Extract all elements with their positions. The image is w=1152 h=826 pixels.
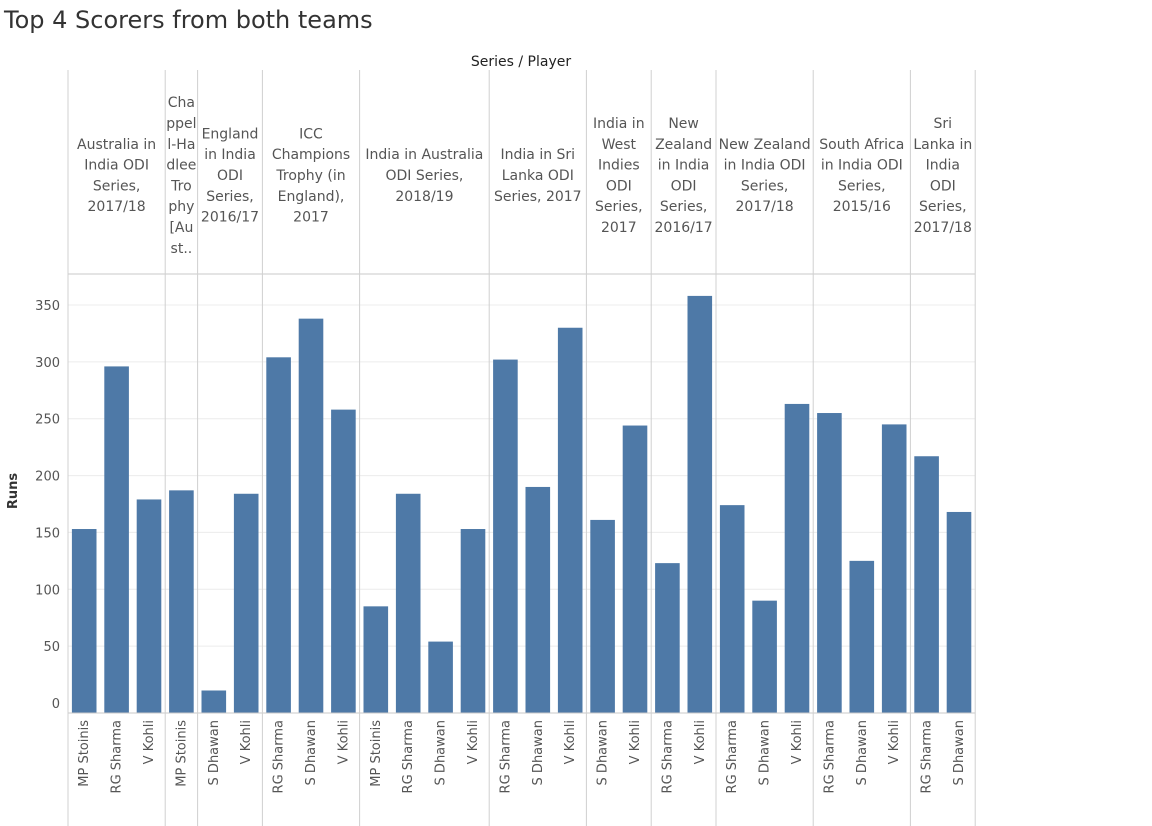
gridlines: [68, 304, 975, 647]
x-tick-label: RG Sharma: [110, 720, 125, 793]
bar[interactable]: [395, 493, 421, 713]
series-headers: Australia in India ODI Series, 2017/18 Cha pp…: [77, 95, 972, 257]
y-axis-label: Runs: [6, 473, 21, 510]
x-tick-label: MP Stoinis: [77, 720, 92, 787]
x-tick-label: V Kohli: [239, 720, 254, 764]
x-tick-label: MP Stoinis: [369, 720, 384, 787]
bar[interactable]: [946, 511, 972, 713]
bar[interactable]: [201, 690, 227, 713]
chart-title: Top 4 Scorers from both teams: [4, 6, 373, 34]
x-tick-label: V Kohli: [336, 720, 351, 764]
bar[interactable]: [104, 366, 129, 713]
bar[interactable]: [719, 505, 745, 713]
x-tick-label: RG Sharma: [272, 720, 287, 793]
y-tick-label: 350: [35, 299, 60, 314]
bar[interactable]: [428, 641, 453, 713]
bars: [71, 295, 972, 713]
bar[interactable]: [136, 499, 162, 713]
x-tick-label: S Dhawan: [531, 720, 546, 785]
x-tick-label: S Dhawan: [596, 720, 611, 785]
bar[interactable]: [590, 519, 615, 713]
bar[interactable]: [817, 413, 842, 713]
x-tick-label: S Dhawan: [952, 720, 967, 785]
x-tick-label: V Kohli: [466, 720, 481, 764]
series-header: Sri Lanka in India ODI Series, 2017/18: [913, 116, 972, 236]
x-tick-label: V Kohli: [142, 720, 157, 764]
series-header: Cha ppel l-Ha dlee Tro phy [Au st..: [166, 95, 196, 257]
bar[interactable]: [557, 327, 583, 713]
bar[interactable]: [655, 563, 680, 713]
bar[interactable]: [784, 403, 810, 713]
x-tick-label: MP Stoinis: [174, 720, 189, 787]
series-header: ICC Champions Trophy (in England), 2017: [272, 126, 350, 225]
series-header: England in India ODI Series, 2016/17: [201, 126, 259, 225]
bar[interactable]: [460, 529, 486, 713]
y-tick-label: 150: [35, 526, 60, 541]
column-header: Series / Player: [471, 54, 571, 70]
bar[interactable]: [752, 600, 777, 713]
x-tick-label: RG Sharma: [498, 720, 513, 793]
series-header: India in West Indies ODI Series, 2017: [593, 116, 645, 236]
x-tick-label: V Kohli: [628, 720, 643, 764]
series-header: India in Sri Lanka ODI Series, 2017: [494, 147, 582, 205]
series-header: New Zealand in India ODI Series, 2017/18: [719, 137, 811, 215]
x-tick-label: V Kohli: [693, 720, 708, 764]
x-tick-label: V Kohli: [563, 720, 578, 764]
bar[interactable]: [881, 424, 907, 713]
bar[interactable]: [363, 606, 389, 713]
x-tick-label: S Dhawan: [855, 720, 870, 785]
x-tick-label: RG Sharma: [822, 720, 837, 793]
y-tick-label: 300: [35, 356, 60, 371]
bar[interactable]: [266, 357, 291, 713]
y-tick-label: 250: [35, 413, 60, 428]
bar[interactable]: [493, 359, 518, 713]
bar[interactable]: [914, 456, 939, 713]
y-tick-labels: 0 50 100 150 200 250 300 350: [35, 299, 60, 712]
bar[interactable]: [298, 318, 324, 713]
series-header: India in Australia ODI Series, 2018/19: [365, 147, 483, 205]
y-tick-label: 100: [35, 583, 60, 598]
bar[interactable]: [849, 560, 875, 713]
bar[interactable]: [687, 295, 713, 713]
x-tick-label: S Dhawan: [304, 720, 319, 785]
bar[interactable]: [71, 529, 97, 713]
x-tick-label: V Kohli: [790, 720, 805, 764]
bar[interactable]: [331, 409, 356, 713]
x-tick-label: S Dhawan: [758, 720, 773, 785]
x-tick-label: RG Sharma: [920, 720, 935, 793]
bar[interactable]: [169, 490, 194, 713]
series-header: South Africa in India ODI Series, 2015/16: [819, 137, 904, 215]
x-tick-label: RG Sharma: [725, 720, 740, 793]
x-tick-label: RG Sharma: [401, 720, 416, 793]
bar[interactable]: [233, 493, 259, 713]
x-tick-label: RG Sharma: [660, 720, 675, 793]
series-header: Australia in India ODI Series, 2017/18: [77, 137, 156, 215]
x-tick-label: S Dhawan: [207, 720, 222, 785]
x-tick-label: V Kohli: [887, 720, 902, 764]
series-header: New Zealand in India ODI Series, 2016/17: [655, 116, 713, 236]
x-tick-labels: MP Stoinis RG Sharma V Kohli MP Stoinis S Dh…: [77, 720, 967, 794]
y-tick-label: 0: [52, 697, 60, 712]
y-tick-label: 200: [35, 470, 60, 485]
bar[interactable]: [525, 486, 551, 713]
panel-dividers: [67, 70, 976, 826]
bar[interactable]: [622, 425, 648, 713]
y-tick-label: 50: [43, 640, 60, 655]
x-tick-label: S Dhawan: [434, 720, 449, 785]
